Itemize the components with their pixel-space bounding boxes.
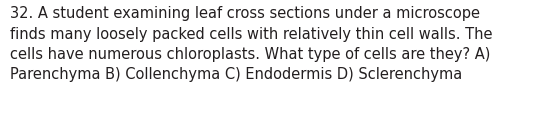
Text: 32. A student examining leaf cross sections under a microscope
finds many loosel: 32. A student examining leaf cross secti… [10,6,493,83]
